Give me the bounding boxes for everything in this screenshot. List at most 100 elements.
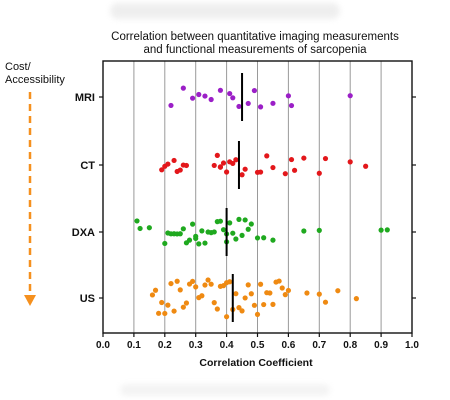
data-point-us: [224, 314, 230, 320]
data-point-mri: [208, 96, 214, 103]
data-point-dxa: [217, 218, 224, 224]
data-point-us: [270, 301, 276, 307]
data-point-dxa: [242, 217, 248, 223]
data-point-mri: [251, 87, 258, 94]
chart-title-line-1: Correlation between quantitative imaging…: [111, 31, 399, 43]
x-axis-label: Correlation Coefficient: [199, 357, 313, 369]
data-point-dxa: [248, 221, 254, 227]
blurred-header-band: [110, 3, 340, 19]
data-point-us: [168, 280, 174, 287]
data-point-us: [267, 290, 273, 296]
data-point-us: [214, 306, 220, 312]
data-point-ct: [177, 167, 183, 173]
data-point-ct: [159, 167, 165, 173]
blurred-footer-band: [120, 384, 330, 396]
x-tick-label: 0.6: [281, 340, 295, 351]
data-point-mri: [257, 104, 264, 110]
category-label-ct: CT: [80, 160, 95, 172]
data-point-us: [190, 278, 196, 285]
x-tick-label: 0.9: [374, 340, 388, 351]
data-point-dxa: [233, 236, 239, 242]
data-point-ct: [316, 170, 322, 176]
x-tick-label: 0.5: [251, 340, 265, 351]
data-point-us: [208, 281, 214, 287]
data-point-mri: [217, 87, 224, 93]
category-label-mri: MRI: [75, 92, 95, 104]
data-point-us: [177, 287, 183, 293]
data-point-dxa: [316, 227, 322, 233]
data-point-mri: [245, 100, 251, 107]
data-point-us: [239, 308, 245, 314]
data-point-dxa: [199, 228, 205, 234]
data-point-dxa: [202, 240, 208, 246]
data-point-us: [279, 285, 285, 291]
data-point-mri: [236, 103, 242, 110]
data-point-us: [316, 291, 322, 297]
data-point-ct: [270, 164, 276, 171]
y-axis-label-line-2: Accessibility: [5, 74, 65, 86]
data-point-us: [251, 302, 258, 308]
data-point-dxa: [196, 241, 202, 247]
data-point-us: [227, 279, 233, 285]
data-point-dxa: [230, 230, 236, 236]
data-point-ct: [217, 164, 224, 170]
data-point-dxa: [245, 226, 251, 232]
data-point-ct: [165, 161, 171, 167]
data-point-us: [276, 278, 282, 284]
x-tick-label: 0.4: [220, 340, 234, 351]
cost-arrow-head: [24, 295, 36, 306]
data-point-mri: [270, 100, 276, 106]
data-point-us: [183, 300, 190, 306]
data-point-dxa: [384, 227, 390, 233]
data-point-dxa: [137, 225, 143, 232]
data-point-us: [193, 284, 199, 290]
data-point-dxa: [190, 221, 196, 227]
data-point-us: [285, 287, 291, 294]
data-point-dxa: [227, 220, 233, 226]
data-point-dxa: [270, 237, 276, 243]
data-point-mri: [285, 93, 291, 99]
data-point-ct: [211, 162, 217, 169]
x-tick-label: 0.3: [189, 340, 203, 351]
x-tick-label: 0.2: [158, 340, 172, 351]
data-point-ct: [224, 169, 230, 175]
data-point-us: [174, 278, 180, 284]
data-point-dxa: [236, 216, 242, 222]
data-point-dxa: [378, 227, 384, 233]
data-point-us: [236, 305, 242, 311]
data-point-mri: [168, 102, 174, 109]
data-point-us: [211, 300, 217, 306]
data-point-us: [353, 296, 359, 302]
data-point-dxa: [180, 226, 186, 232]
data-point-ct: [239, 172, 245, 178]
data-point-ct: [363, 163, 369, 169]
data-point-dxa: [254, 235, 261, 241]
data-point-us: [162, 310, 168, 317]
data-point-dxa: [134, 218, 140, 224]
data-point-ct: [282, 171, 288, 177]
data-point-ct: [291, 167, 298, 173]
data-point-us: [165, 302, 171, 308]
data-point-ct: [230, 160, 236, 167]
cost-arrow: [24, 92, 36, 306]
data-point-us: [156, 310, 162, 316]
data-point-us: [205, 277, 211, 283]
data-point-ct: [301, 155, 307, 161]
x-tick-label: 0.0: [96, 340, 110, 351]
data-point-us: [199, 293, 205, 299]
data-point-us: [282, 292, 288, 298]
category-label-us: US: [80, 293, 95, 305]
data-point-ct: [233, 157, 239, 163]
data-point-dxa: [193, 233, 199, 239]
data-point-ct: [183, 162, 190, 169]
data-point-dxa: [146, 225, 152, 231]
data-point-mri: [202, 93, 208, 99]
data-point-us: [202, 282, 208, 288]
data-point-ct: [171, 157, 177, 164]
data-point-us: [159, 299, 165, 306]
x-tick-label: 0.8: [343, 340, 357, 351]
x-tick-label: 1.0: [405, 340, 419, 351]
data-point-ct: [264, 153, 270, 159]
data-point-us: [322, 299, 329, 305]
